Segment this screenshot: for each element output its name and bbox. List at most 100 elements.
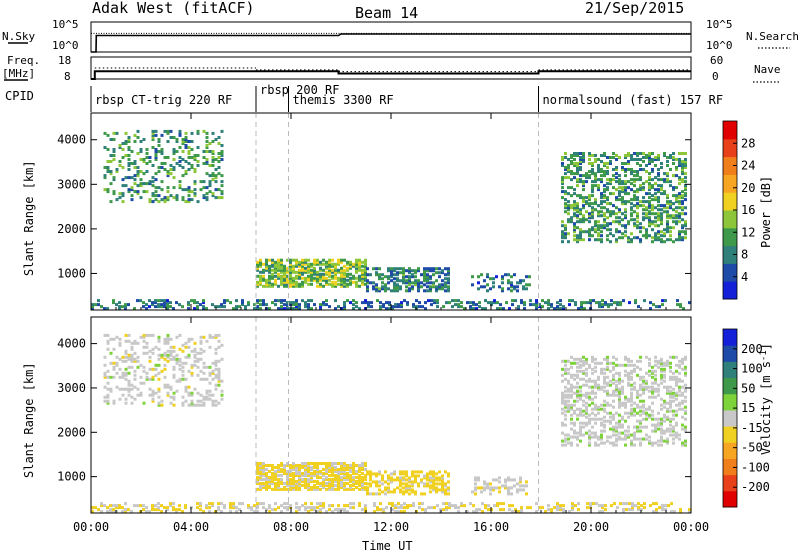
power-echo-pixel (633, 184, 636, 188)
power-echo-pixel (202, 305, 205, 309)
velocity-echo-pixel (567, 387, 570, 391)
power-echo-pixel (597, 184, 600, 188)
power-echo-pixel (220, 158, 224, 161)
power-echo-pixel (181, 138, 185, 141)
velocity-echo-pixel (559, 506, 562, 510)
velocity-echo-pixel (570, 421, 573, 425)
velocity-echo-pixel (142, 381, 146, 385)
velocity-echo-pixel (211, 401, 215, 405)
power-echo-pixel (639, 240, 642, 244)
power-echo-pixel (675, 186, 678, 190)
power-echo-pixel (388, 303, 391, 307)
power-echo-pixel (417, 281, 420, 285)
velocity-echo-pixel (217, 373, 221, 377)
power-echo-pixel (588, 158, 591, 161)
velocity-echo-pixel (606, 419, 609, 423)
power-echo-pixel (271, 284, 274, 288)
velocity-echo-pixel (630, 375, 633, 379)
power-echo-pixel (319, 307, 322, 311)
power-echo-pixel (573, 200, 576, 204)
power-echo-pixel (582, 182, 585, 186)
power-echo-pixel (639, 152, 642, 155)
velocity-echo-pixel (600, 433, 603, 437)
velocity-echo-pixel (672, 429, 675, 433)
velocity-echo-pixel (621, 437, 624, 441)
velocity-echo-pixel (663, 399, 666, 403)
power-echo-pixel (651, 160, 654, 163)
velocity-echo-pixel (654, 395, 657, 399)
power-echo-pixel (547, 307, 550, 311)
velocity-echo-pixel (484, 506, 487, 510)
velocity-echo-pixel (166, 335, 170, 339)
power-echo-pixel (591, 194, 594, 198)
power-echo-pixel (130, 186, 134, 190)
power-echo-pixel (361, 276, 364, 280)
power-echo-pixel (145, 170, 149, 173)
velocity-echo-pixel (654, 417, 657, 421)
power-echo-pixel (603, 226, 606, 230)
power-echo-pixel (364, 299, 367, 303)
power-echo-pixel (187, 162, 191, 165)
velocity-echo-pixel (121, 371, 125, 375)
freq-left-tick-bottom: 8 (64, 70, 71, 83)
velocity-echo-pixel (211, 377, 215, 381)
velocity-echo-pixel (559, 504, 562, 508)
velocity-echo-pixel (679, 510, 682, 514)
power-echo-pixel (127, 188, 131, 192)
power-echo-pixel (594, 158, 597, 161)
velocity-echo-pixel (477, 486, 480, 490)
power-echo-pixel (280, 260, 283, 264)
power-echo-pixel (636, 198, 639, 202)
nave-label: Nave (754, 63, 781, 76)
velocity-echo-pixel (414, 474, 417, 478)
velocity-echo-pixel (295, 474, 298, 477)
velocity-echo-pixel (669, 393, 672, 397)
velocity-echo-pixel (139, 363, 143, 367)
power-echo-pixel (567, 240, 570, 244)
power-echo-pixel (624, 214, 627, 218)
power-echo-pixel (196, 305, 199, 309)
power-echo-pixel (433, 301, 436, 305)
power-echo-pixel (441, 285, 444, 289)
power-echo-pixel (262, 303, 265, 307)
power-echo-pixel (289, 276, 292, 280)
velocity-echo-pixel (636, 395, 639, 399)
power-echo-pixel (133, 174, 137, 178)
velocity-echo-pixel (328, 482, 331, 485)
velocity-echo-pixel (579, 429, 582, 433)
power-echo-pixel (609, 160, 612, 163)
power-echo-pixel (679, 305, 682, 309)
power-echo-pixel (636, 202, 639, 206)
power-echo-pixel (301, 262, 304, 266)
velocity-echo-pixel (660, 443, 663, 447)
velocity-echo-pixel (187, 355, 191, 359)
power-echo-pixel (591, 212, 594, 216)
velocity-echo-pixel (265, 480, 268, 483)
power-echo-pixel (588, 230, 591, 234)
velocity-echo-pixel (621, 385, 624, 389)
velocity-echo-pixel (295, 510, 298, 514)
power-echo-pixel (669, 200, 672, 204)
power-echo-pixel (133, 182, 137, 186)
power-echo-pixel (316, 278, 319, 282)
velocity-echo-pixel (571, 508, 574, 512)
power-echo-pixel (621, 196, 624, 200)
cpid-entry-label: rbsp CT-trig 220 RF (95, 93, 232, 107)
velocity-echo-pixel (208, 397, 212, 401)
power-echo-pixel (295, 276, 298, 280)
velocity-echo-pixel (343, 462, 346, 465)
power-echo-pixel (600, 180, 603, 184)
velocity-echo-pixel (109, 389, 113, 393)
power-echo-pixel (621, 180, 624, 184)
power-echo-pixel (612, 210, 615, 214)
velocity-echo-pixel (394, 510, 397, 514)
velocity-echo-pixel (301, 478, 304, 481)
velocity-echo-pixel (448, 506, 451, 510)
velocity-echo-pixel (612, 373, 615, 377)
power-echo-pixel (444, 281, 447, 285)
power-echo-pixel (666, 180, 669, 184)
velocity-echo-pixel (651, 371, 654, 375)
power-echo-pixel (651, 204, 654, 208)
velocity-echo-pixel (612, 413, 615, 417)
velocity-echo-pixel (661, 508, 664, 512)
